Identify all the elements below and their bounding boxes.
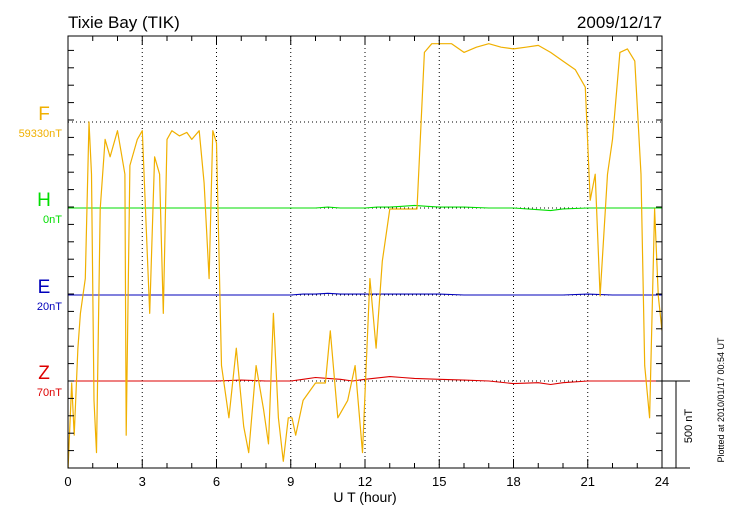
x-tick-label: 24 [655, 474, 669, 489]
channel-baseline: 59330nT [19, 128, 63, 140]
chart-title: Tixie Bay (TIK) [68, 13, 180, 32]
series-line-Z [68, 376, 662, 386]
scale-bar-label: 500 nT [683, 409, 695, 444]
x-tick-label: 6 [213, 474, 220, 489]
series-line-E [68, 292, 662, 296]
channel-labels: F 59330nT H 0nT E 20nT Z 70nT [19, 104, 63, 399]
scale-bar: 500 nT [662, 380, 695, 469]
series-line-F [68, 43, 662, 468]
series-layer [68, 43, 662, 468]
x-tick-label: 0 [64, 474, 71, 489]
x-tick-label: 9 [287, 474, 294, 489]
chart-date: 2009/12/17 [577, 13, 662, 32]
x-tick-label: 21 [581, 474, 595, 489]
channel-name: H [37, 190, 51, 211]
tick-marks [67, 36, 663, 469]
x-tick-label: 12 [358, 474, 372, 489]
x-tick-label: 3 [139, 474, 146, 489]
series-line-H [68, 204, 662, 212]
x-tick-label: 18 [506, 474, 520, 489]
x-tick-label: 15 [432, 474, 446, 489]
channel-name: Z [38, 363, 50, 384]
channel-name: F [38, 104, 50, 125]
channel-baseline: 70nT [37, 387, 62, 399]
x-axis-label: U T (hour) [333, 489, 396, 505]
plotted-note: Plotted at 2010/01/17 00:54 UT [716, 337, 726, 463]
x-tick-labels: 0 3 6 9 12 15 18 21 24 [64, 474, 669, 489]
channel-name: E [38, 277, 51, 298]
channel-baseline: 20nT [37, 301, 62, 313]
channel-baseline: 0nT [43, 214, 62, 226]
